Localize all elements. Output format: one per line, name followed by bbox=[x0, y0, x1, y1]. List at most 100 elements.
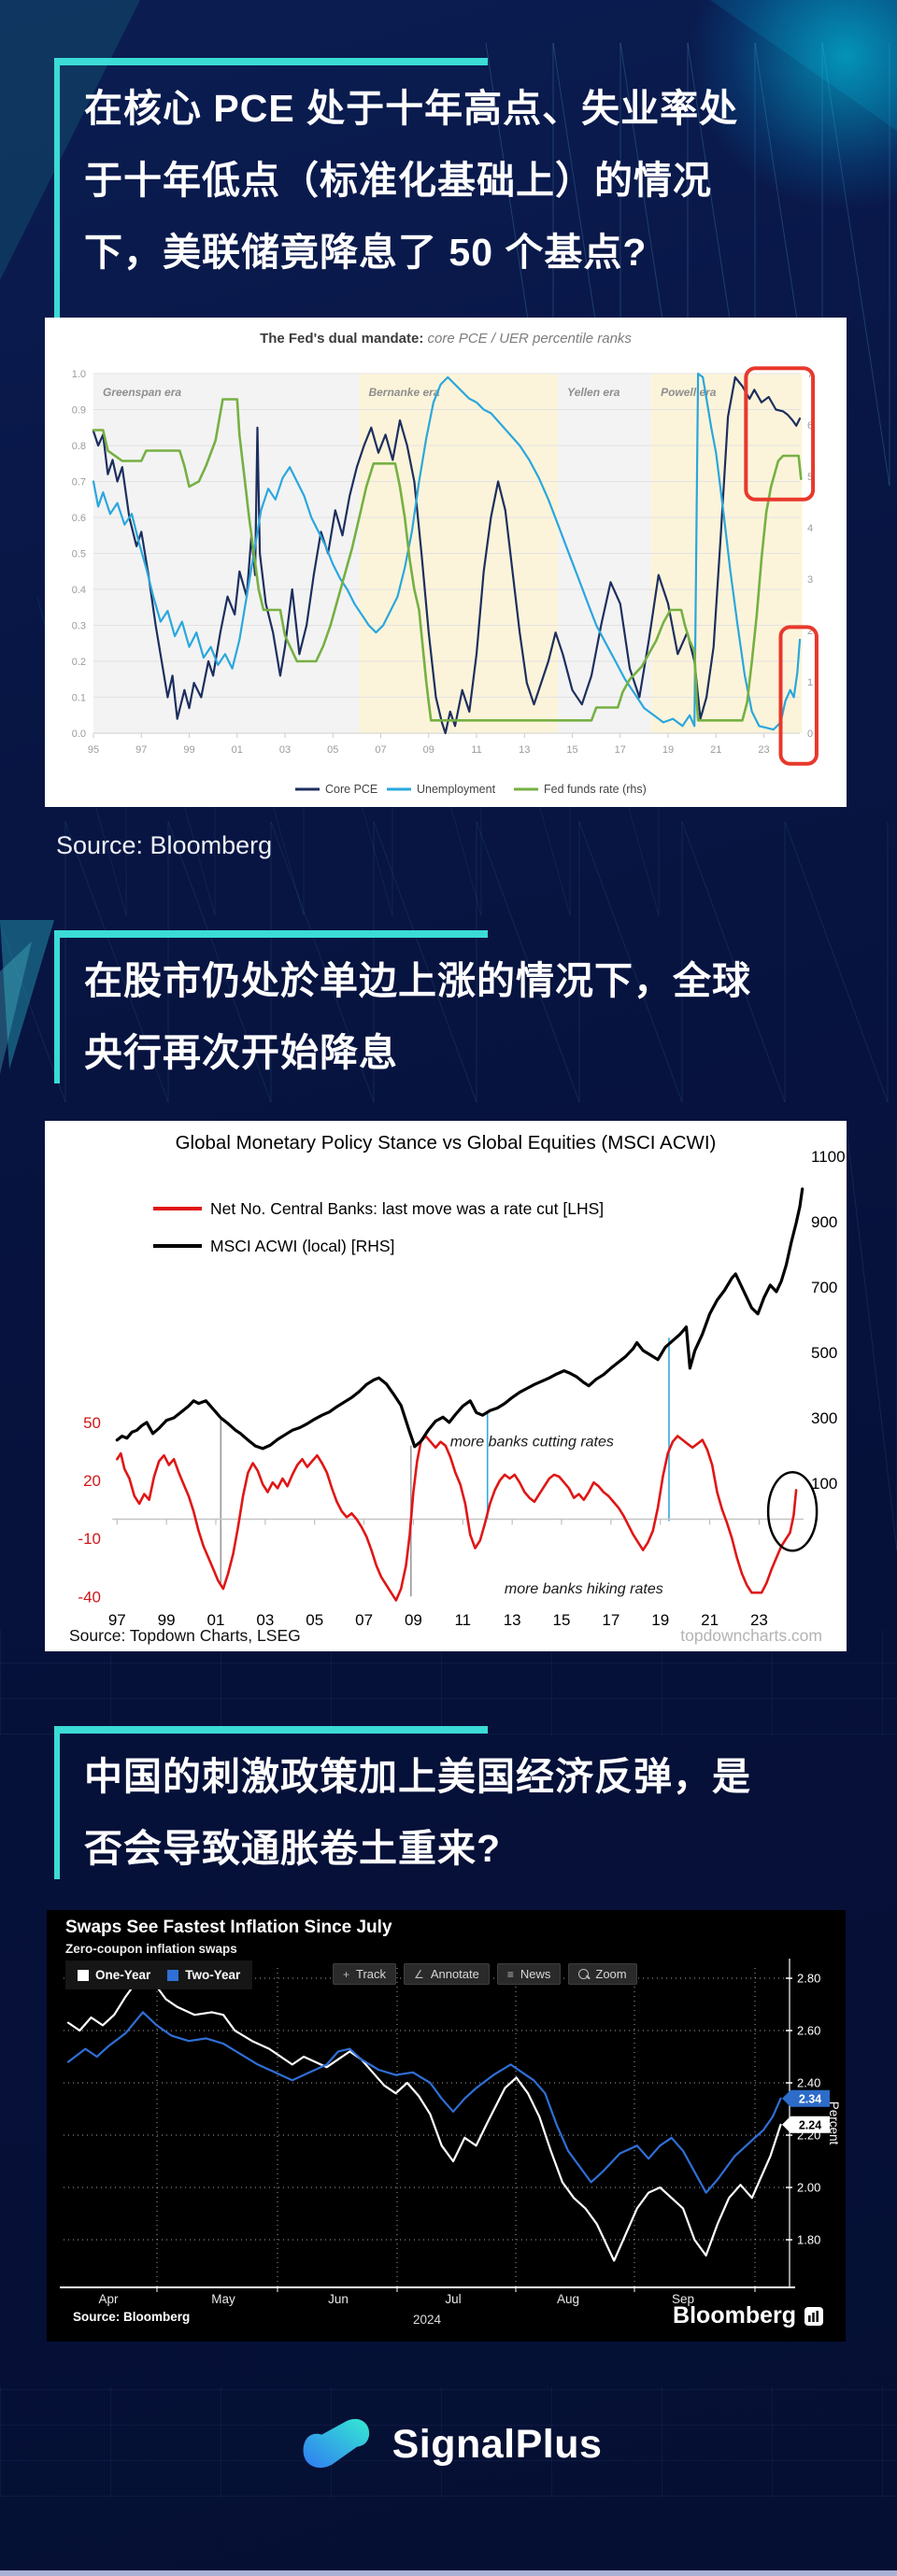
svg-text:Yellen era: Yellen era bbox=[567, 386, 620, 399]
svg-text:0: 0 bbox=[807, 729, 813, 740]
svg-text:7: 7 bbox=[807, 369, 813, 380]
legend-label: Two-Year bbox=[185, 1968, 241, 1982]
svg-text:01: 01 bbox=[207, 1611, 225, 1629]
chart-title-bold: The Fed's dual mandate: bbox=[260, 331, 424, 347]
svg-text:Sep: Sep bbox=[672, 2292, 694, 2306]
svg-text:23: 23 bbox=[758, 744, 769, 756]
legend-label: Net No. Central Banks: last move was a r… bbox=[210, 1198, 605, 1218]
svg-text:19: 19 bbox=[662, 744, 674, 756]
svg-text:21: 21 bbox=[710, 744, 721, 756]
toolbar-label: News bbox=[520, 1967, 551, 1981]
heading-accent-bar bbox=[54, 930, 488, 938]
svg-text:Aug: Aug bbox=[557, 2292, 579, 2306]
source-note: Source: Bloomberg bbox=[56, 831, 273, 859]
toolbar-label: Zoom bbox=[595, 1967, 627, 1981]
svg-text:11: 11 bbox=[454, 1611, 471, 1629]
svg-text:Unemployment: Unemployment bbox=[417, 783, 496, 796]
bottom-strip bbox=[0, 2570, 897, 2576]
svg-text:0.4: 0.4 bbox=[72, 585, 86, 596]
svg-text:2: 2 bbox=[807, 626, 813, 637]
svg-text:2.40: 2.40 bbox=[797, 2076, 820, 2090]
track-icon bbox=[343, 1968, 349, 1981]
section-heading-3: 中国的刺激政策加上美国经济反弹，是 否会导致通胀卷土重来? bbox=[54, 1726, 875, 1879]
svg-text:5: 5 bbox=[807, 472, 813, 483]
svg-text:1.0: 1.0 bbox=[72, 369, 86, 380]
svg-text:Jul: Jul bbox=[445, 2292, 461, 2306]
svg-text:Greenspan era: Greenspan era bbox=[103, 386, 181, 399]
bloomberg-logo-icon bbox=[804, 2306, 823, 2326]
footer: SignalPlus bbox=[0, 2413, 897, 2475]
svg-text:11: 11 bbox=[471, 744, 481, 756]
monetary-policy-vs-equities-chart-card: 97 99 01 03 05 07 09 11 13 15 17 19 21 23 1100 900 700 50… bbox=[45, 1121, 847, 1651]
svg-text:05: 05 bbox=[306, 1611, 323, 1629]
heading-line: 中国的刺激政策加上美国经济反弹，是 bbox=[84, 1755, 751, 1798]
signalplus-wordmark: SignalPlus bbox=[392, 2421, 603, 2467]
svg-text:900: 900 bbox=[811, 1213, 837, 1231]
svg-text:Apr: Apr bbox=[98, 2292, 119, 2306]
svg-text:0.0: 0.0 bbox=[72, 729, 86, 740]
svg-text:19: 19 bbox=[651, 1611, 669, 1629]
svg-text:21: 21 bbox=[701, 1611, 719, 1629]
legend-label: MSCI ACWI (local) [RHS] bbox=[210, 1236, 395, 1255]
fed-dual-mandate-chart-card: Greenspan era Bernanke era Yellen era Powel… bbox=[45, 318, 847, 807]
svg-text:4: 4 bbox=[807, 523, 813, 534]
svg-text:Jun: Jun bbox=[328, 2292, 349, 2306]
svg-text:more banks cutting rates: more banks cutting rates bbox=[450, 1435, 614, 1451]
heading-line: 央行再次开始降息 bbox=[84, 1031, 398, 1074]
zoom-button[interactable]: Zoom bbox=[568, 1963, 637, 1985]
svg-text:Core PCE: Core PCE bbox=[325, 783, 377, 796]
svg-text:500: 500 bbox=[811, 1344, 837, 1362]
chart-watermark: topdowncharts.com bbox=[680, 1626, 822, 1645]
svg-text:-40: -40 bbox=[78, 1588, 101, 1606]
svg-text:97: 97 bbox=[135, 744, 147, 756]
svg-text:20: 20 bbox=[83, 1472, 101, 1490]
svg-text:6: 6 bbox=[807, 420, 813, 432]
svg-text:17: 17 bbox=[602, 1611, 619, 1629]
fed-dual-mandate-plot: Greenspan era Bernanke era Yellen era Powel… bbox=[72, 366, 819, 796]
svg-text:09: 09 bbox=[423, 744, 434, 756]
legend-swatch bbox=[153, 1244, 202, 1248]
svg-text:1.80: 1.80 bbox=[797, 2233, 820, 2247]
svg-text:2.34: 2.34 bbox=[799, 2092, 821, 2105]
svg-text:Fed funds rate (rhs): Fed funds rate (rhs) bbox=[544, 783, 647, 796]
track-button[interactable]: Track bbox=[333, 1963, 397, 1985]
annotate-button[interactable]: Annotate bbox=[404, 1963, 490, 1985]
heading-line: 下，美联储竟降息了 50 个基点? bbox=[84, 231, 648, 274]
annotate-icon bbox=[414, 1968, 424, 1981]
zoom-icon bbox=[578, 1969, 590, 1979]
chart-title: Global Monetary Policy Stance vs Global … bbox=[175, 1132, 717, 1154]
svg-text:1100: 1100 bbox=[811, 1148, 846, 1166]
section-heading-1: 在核心 PCE 处于十年高点、失业率处 于十年低点（标准化基础上）的情况 下，美… bbox=[54, 58, 875, 353]
svg-text:0.6: 0.6 bbox=[72, 513, 86, 524]
svg-text:05: 05 bbox=[327, 744, 338, 756]
svg-text:-10: -10 bbox=[78, 1530, 101, 1548]
chart-toolbar: Track Annotate News Zoom bbox=[333, 1963, 637, 1985]
section-heading-2: 在股市仍处於单边上涨的情况下，全球 央行再次开始降息 bbox=[54, 930, 875, 1083]
chart-source: Source: Topdown Charts, LSEG bbox=[69, 1626, 301, 1645]
svg-text:03: 03 bbox=[256, 1611, 274, 1629]
legend-label: One-Year bbox=[95, 1968, 151, 1982]
chart-title: Swaps See Fastest Inflation Since July bbox=[65, 1918, 392, 1937]
svg-text:more banks hiking rates: more banks hiking rates bbox=[505, 1581, 663, 1597]
svg-text:0.7: 0.7 bbox=[72, 477, 86, 488]
bloomberg-wordmark: Bloomberg bbox=[673, 2302, 796, 2328]
svg-text:Bernanke era: Bernanke era bbox=[368, 386, 439, 399]
signalplus-logo-icon bbox=[303, 2418, 369, 2469]
chart-title-italic: core PCE / UER percentile ranks bbox=[423, 331, 632, 347]
legend-swatch bbox=[167, 1969, 179, 1981]
svg-text:2.60: 2.60 bbox=[797, 2024, 820, 2038]
legend-item-rate-cut: Net No. Central Banks: last move was a r… bbox=[153, 1190, 604, 1227]
legend-item-two-year: Two-Year bbox=[167, 1968, 240, 1982]
svg-text:15: 15 bbox=[566, 744, 577, 756]
heading-accent-bar bbox=[54, 1726, 488, 1734]
news-button[interactable]: News bbox=[496, 1963, 562, 1985]
svg-text:Percent: Percent bbox=[827, 2102, 841, 2145]
svg-text:97: 97 bbox=[108, 1611, 126, 1629]
svg-text:15: 15 bbox=[553, 1611, 571, 1629]
chart-legend: One-Year Two-Year bbox=[65, 1960, 253, 1989]
heading-line: 否会导致通胀卷土重来? bbox=[84, 1827, 502, 1870]
svg-text:13: 13 bbox=[504, 1611, 521, 1629]
legend-item-one-year: One-Year bbox=[78, 1968, 150, 1982]
